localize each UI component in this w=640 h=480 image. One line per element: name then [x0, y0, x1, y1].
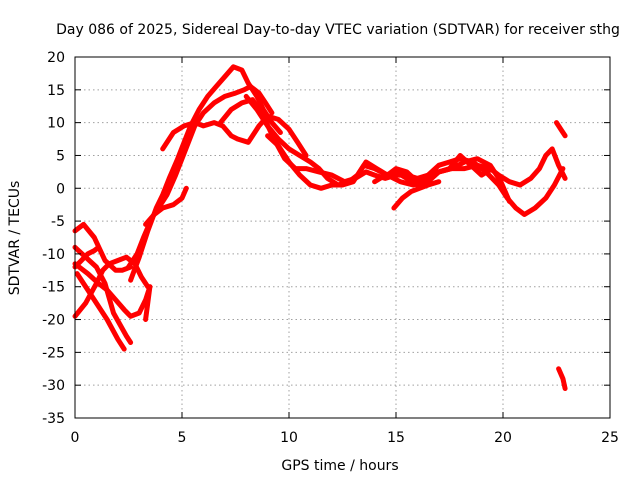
sdtvar-trace-15 — [372, 153, 495, 188]
sdtvar-trace-14 — [265, 133, 512, 204]
x-tick-label: 20 — [494, 430, 512, 446]
sdtvar-trace-3 — [74, 271, 127, 352]
y-tick-label: -35 — [42, 411, 65, 427]
sdtvar-trace-18 — [554, 120, 568, 139]
sdtvar-trace-4 — [72, 254, 151, 319]
y-tick-label: -25 — [42, 345, 65, 361]
y-tick-label: -30 — [42, 378, 65, 394]
sdtvar-trace-5 — [72, 261, 153, 319]
sdtvar-trace-13 — [243, 93, 566, 217]
x-tick-label: 15 — [387, 430, 405, 446]
y-tick-label: 20 — [47, 50, 65, 66]
y-tick-label: -15 — [42, 280, 65, 296]
sdtvar-trace-17 — [517, 146, 568, 188]
y-tick-label: -5 — [51, 214, 65, 230]
y-tick-label: 15 — [47, 83, 65, 99]
y-tick-label: -20 — [42, 313, 65, 329]
sdtvar-trace-16 — [391, 179, 442, 211]
sdtvar-trace-8 — [128, 64, 283, 283]
sdtvar-trace-10 — [143, 185, 189, 227]
y-axis-label: SDTVAR / TECUs — [7, 181, 23, 296]
ticks: 0 5 10 15 20 25 20 15 10 5 0 -5 -10 -15 -20 -25 -30 -35 — [42, 50, 619, 446]
x-tick-label: 0 — [71, 430, 80, 446]
sdtvar-trace-6 — [72, 244, 101, 270]
x-axis-label: GPS time / hours — [281, 458, 398, 474]
x-tick-label: 25 — [601, 430, 619, 446]
plot-area — [72, 64, 568, 391]
plot-frame — [74, 56, 611, 419]
y-tick-label: -10 — [42, 247, 65, 263]
y-tick-label: 5 — [56, 148, 65, 164]
sdtvar-trace-11 — [143, 284, 153, 322]
sdtvar-trace-19 — [556, 366, 568, 391]
y-tick-label: 0 — [56, 181, 65, 197]
grid — [75, 57, 610, 418]
sdtvar-trace-7 — [126, 84, 275, 270]
chart-title: Day 086 of 2025, Sidereal Day-to-day VTE… — [56, 22, 620, 38]
x-tick-label: 5 — [178, 430, 187, 446]
sdtvar-trace-9 — [160, 113, 309, 158]
sdtvar-trace-1 — [72, 221, 134, 273]
x-tick-label: 10 — [280, 430, 298, 446]
y-tick-label: 10 — [47, 116, 65, 132]
